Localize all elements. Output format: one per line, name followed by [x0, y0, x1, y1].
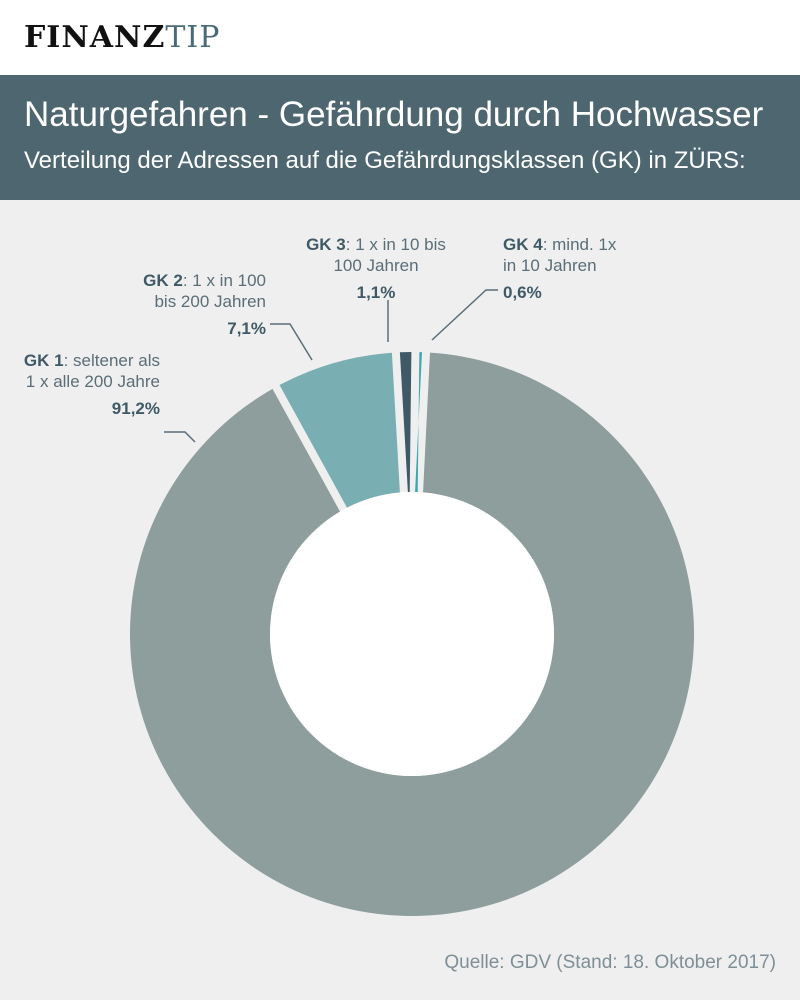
label-gk2: GK 2: 1 x in 100 bis 200 Jahren 7,1%: [118, 270, 266, 339]
header-banner: Naturgefahren - Gefährdung durch Hochwas…: [0, 75, 800, 200]
chart-title: Naturgefahren - Gefährdung durch Hochwas…: [24, 95, 764, 134]
label-gk1: GK 1: seltener als 1 x alle 200 Jahre 91…: [20, 350, 160, 419]
label-gk1-id: GK 1: [23, 351, 64, 370]
label-gk1-value: 91,2%: [111, 399, 160, 418]
top-bar: FINANZTIP: [0, 0, 800, 75]
logo-part-1: FINANZ: [24, 20, 166, 55]
label-gk4-desc: : mind. 1x in 10 Jahren: [503, 235, 617, 275]
label-gk4-id: GK 4: [503, 235, 543, 254]
logo-part-2: TIP: [165, 20, 221, 55]
leader-line-gk4: [431, 289, 498, 341]
donut-slices: [130, 352, 695, 917]
label-gk3: GK 3: 1 x in 10 bis 100 Jahren 1,1%: [306, 234, 446, 303]
label-gk1-desc: : seltener als 1 x alle 200 Jahre: [25, 351, 160, 391]
slice-gk3: [399, 352, 412, 493]
label-gk2-id: GK 2: [143, 271, 183, 290]
donut-hole: [270, 492, 554, 776]
leader-lines: [164, 289, 498, 443]
label-gk3-id: GK 3: [306, 235, 346, 254]
source-note: Quelle: GDV (Stand: 18. Oktober 2017): [444, 952, 776, 973]
label-gk3-value: 1,1%: [356, 283, 396, 302]
slice-gk2: [279, 352, 400, 508]
label-gk2-value: 7,1%: [227, 319, 266, 338]
finanztip-logo: FINANZTIP: [24, 20, 220, 56]
label-gk3-desc: : 1 x in 10 bis 100 Jahren: [333, 235, 446, 275]
label-gk2-desc: : 1 x in 100 bis 200 Jahren: [154, 271, 266, 311]
leader-line-gk1: [164, 431, 196, 443]
label-gk4: GK 4: mind. 1x in 10 Jahren 0,6%: [503, 234, 633, 303]
slice-gk4: [415, 352, 423, 493]
leader-line-gk2: [270, 323, 313, 361]
chart-subtitle: Verteilung der Adressen auf die Gefährdu…: [24, 147, 746, 174]
label-gk4-value: 0,6%: [503, 283, 542, 302]
slice-gk1: [130, 352, 695, 917]
